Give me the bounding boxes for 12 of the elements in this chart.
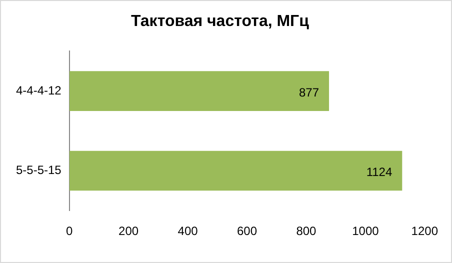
y-tick-label: 5-5-5-15 (16, 163, 62, 178)
x-tick-label: 400 (178, 224, 198, 238)
x-tick-label: 0 (66, 224, 74, 238)
y-tick-label: 4-4-4-12 (16, 83, 62, 98)
x-tick-label: 600 (236, 224, 258, 238)
x-tick-label: 800 (296, 224, 317, 238)
data-label: 877 (298, 85, 320, 100)
data-label: 1124 (366, 165, 392, 180)
x-tick-label: 1200 (411, 224, 438, 238)
x-tick-label: 200 (118, 224, 139, 238)
x-tick-label: 1000 (352, 224, 380, 238)
chart-title: Тактовая частота, МГц (131, 13, 310, 30)
